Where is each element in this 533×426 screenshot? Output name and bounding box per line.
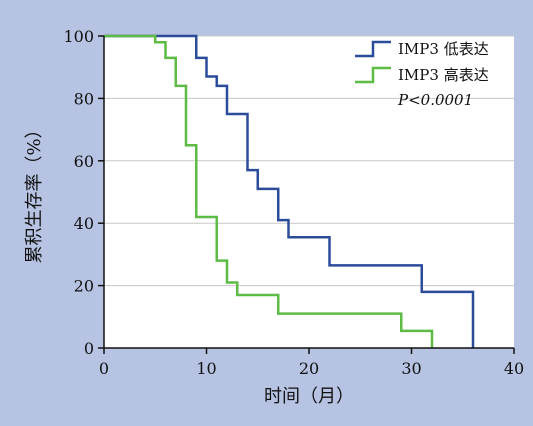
y-axis-title: 累积生存率（%） <box>24 120 45 263</box>
legend-swatch-low <box>355 40 391 58</box>
x-axis-title: 时间（月） <box>264 386 354 407</box>
y-tick-label-100: 100 <box>63 27 94 46</box>
y-tick-label-40: 40 <box>74 214 94 233</box>
y-tick-label-60: 60 <box>74 152 94 171</box>
x-tick-label-0: 0 <box>99 359 109 378</box>
plot-background <box>104 36 514 348</box>
series-line-high-expression <box>104 34 434 348</box>
y-tick-label-80: 80 <box>74 89 94 108</box>
y-ticks: 0 20 40 60 80 100 <box>63 27 104 358</box>
x-tick-label-30: 30 <box>401 359 421 378</box>
legend-label-low: IMP3 低表达 <box>398 40 489 58</box>
series-layer <box>104 34 475 348</box>
y-tick-label-0: 0 <box>84 339 94 358</box>
x-tick-label-20: 20 <box>299 359 319 378</box>
x-ticks: 0 10 20 30 40 <box>99 348 524 378</box>
y-tick-label-20: 20 <box>74 277 94 296</box>
p-value-annotation: P<0.0001 <box>397 91 473 109</box>
x-tick-label-10: 10 <box>196 359 216 378</box>
x-tick-label-40: 40 <box>504 359 524 378</box>
grid-lines <box>104 35 514 287</box>
legend: IMP3 低表达 IMP3 高表达 P<0.0001 <box>355 40 489 109</box>
legend-label-high: IMP3 高表达 <box>398 66 489 84</box>
legend-swatch-high <box>355 66 391 84</box>
series-line-low-expression <box>104 34 475 348</box>
